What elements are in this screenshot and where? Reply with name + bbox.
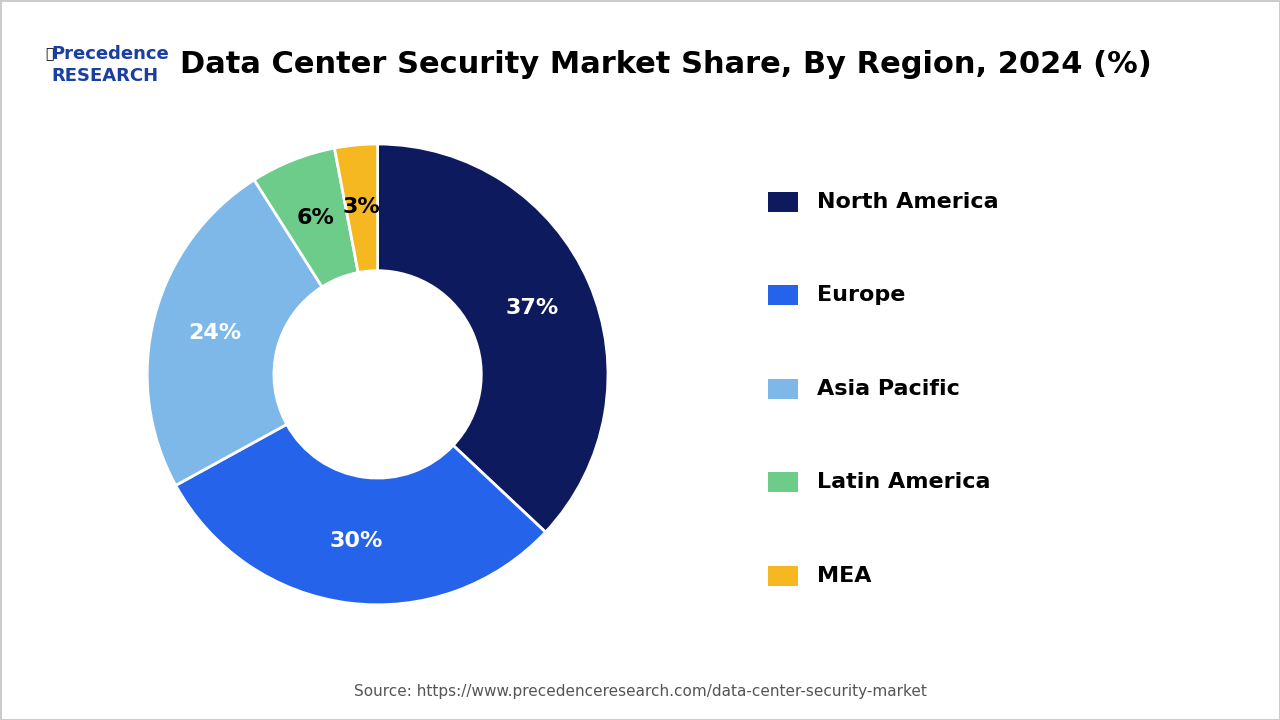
Text: 3%: 3% bbox=[343, 197, 380, 217]
Wedge shape bbox=[334, 144, 378, 273]
Text: 24%: 24% bbox=[188, 323, 241, 343]
Text: Source: https://www.precedenceresearch.com/data-center-security-market: Source: https://www.precedenceresearch.c… bbox=[353, 684, 927, 698]
Text: 30%: 30% bbox=[330, 531, 383, 552]
Wedge shape bbox=[255, 148, 358, 287]
Text: Precedence
RESEARCH: Precedence RESEARCH bbox=[51, 45, 169, 85]
Text: Data Center Security Market Share, By Region, 2024 (%): Data Center Security Market Share, By Re… bbox=[179, 50, 1152, 79]
Text: Europe: Europe bbox=[818, 285, 906, 305]
Wedge shape bbox=[175, 424, 545, 605]
Text: 🌿: 🌿 bbox=[45, 47, 54, 61]
Text: Latin America: Latin America bbox=[818, 472, 991, 492]
Text: Asia Pacific: Asia Pacific bbox=[818, 379, 960, 399]
Text: 37%: 37% bbox=[506, 297, 558, 318]
Text: 6%: 6% bbox=[297, 208, 334, 228]
Text: North America: North America bbox=[818, 192, 1000, 212]
Text: MEA: MEA bbox=[818, 566, 872, 586]
Wedge shape bbox=[378, 144, 608, 532]
Wedge shape bbox=[147, 180, 323, 485]
